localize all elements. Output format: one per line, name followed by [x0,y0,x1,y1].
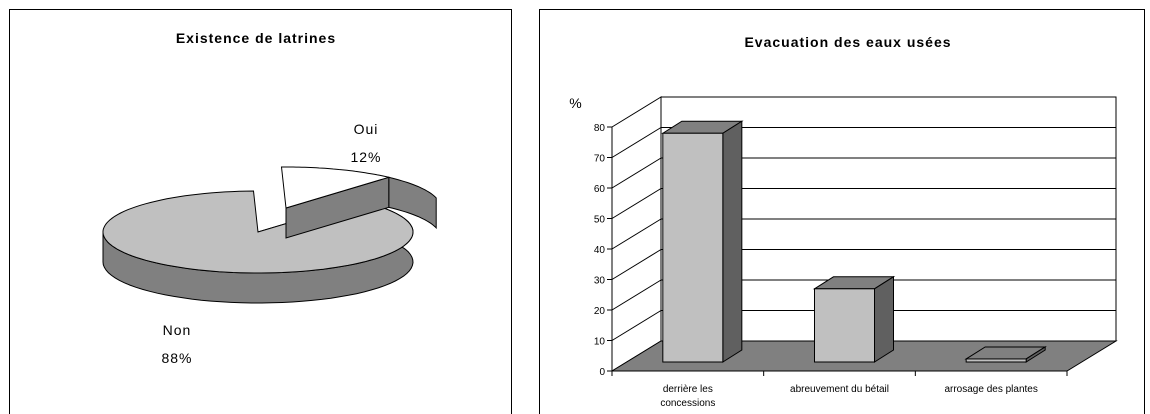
gridline-side [611,188,662,219]
pie-label-non: Non [163,322,192,338]
x-category-label: arrosage des plantes [944,384,1037,395]
pie-chart: Existence de latrines Oui 12% Non 88% [102,30,437,366]
y-tick-label: 0 [599,367,605,378]
gridline-side [611,127,662,158]
gridline-side [611,310,662,341]
y-tick-label: 10 [594,337,606,348]
bar-chart-title: Evacuation des eaux usées [744,34,951,50]
x-category-label: concessions [660,398,715,409]
bar [964,346,1047,363]
gridline-side [611,279,662,311]
y-tick-label: 60 [594,184,606,195]
bar-side [874,275,894,363]
bar-side [722,120,743,363]
y-tick-label: 70 [594,154,606,165]
y-axis-label: % [569,95,582,111]
pie-label-oui: Oui [354,121,379,137]
x-category-label: abreuvement du bétail [790,384,889,395]
bar-front [662,132,724,363]
x-category-label: derrière les [663,384,713,395]
bar-front [814,288,875,363]
pie-side-oui [388,176,437,230]
bar [661,120,744,363]
pie-slice-oui [280,166,391,209]
bar-chart: Evacuation des eaux usées % 0 10 20 30 40 50 6… [569,34,1118,409]
bar-front [965,358,1027,363]
bar [812,275,896,363]
pie-value-non: 88% [161,350,192,366]
gridline-side [611,249,662,280]
gridline-side [611,218,662,250]
bar-chart-frame [539,9,1145,414]
y-tick-label: 30 [594,276,606,287]
gridline-side [611,157,662,189]
y-tick-label: 50 [594,215,606,226]
y-tick-label: 40 [594,245,606,256]
pie-chart-frame [9,9,512,414]
y-tick-label: 20 [594,306,606,317]
pie-chart-title: Existence de latrines [176,30,336,46]
y-tick-label: 80 [594,123,606,134]
pie-value-oui: 12% [350,149,381,165]
